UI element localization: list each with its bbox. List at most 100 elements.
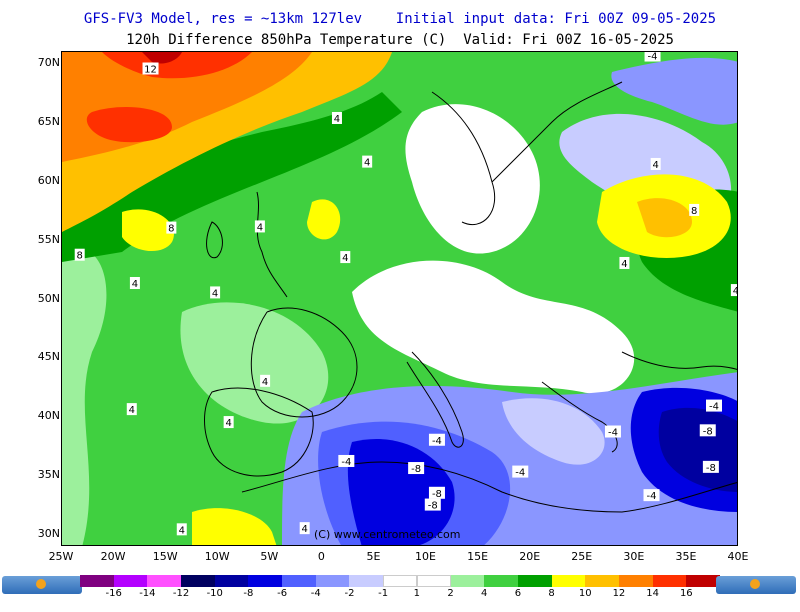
color-scale-label: -16 [105, 588, 122, 599]
color-scale-label: -14 [139, 588, 156, 599]
color-scale-box [416, 575, 451, 587]
contour-label-text: -4 [647, 491, 657, 502]
contour-label: 4 [176, 523, 187, 536]
contour-label-text: 8 [168, 224, 174, 235]
longitude-label: 20E [519, 550, 541, 563]
contour-label: -4 [512, 465, 529, 479]
color-scale-box [551, 575, 586, 587]
contour-label: 12 [142, 62, 159, 76]
contour-label: 4 [730, 284, 737, 297]
longitude-label: 25W [48, 550, 74, 563]
latitude-label: 55N [37, 232, 60, 246]
contour-label-background [428, 486, 445, 499]
contour-label-text: 4 [652, 160, 658, 171]
contour-label-text: 4 [364, 158, 370, 169]
contour-label-text: 4 [132, 279, 138, 290]
contour-label: -4 [706, 399, 723, 413]
color-scale-box [517, 575, 552, 587]
color-scale-label: 8 [548, 588, 555, 599]
cool-area [502, 398, 605, 465]
contour-label-background [260, 374, 271, 387]
latitude-label: 65N [37, 114, 60, 128]
color-scale-box [181, 575, 215, 587]
latitude-label: 45N [37, 350, 60, 364]
contour-label: -4 [644, 52, 661, 63]
logo-icon [35, 579, 46, 589]
contour-label-background [650, 157, 661, 170]
contour-label-text: -4 [648, 52, 658, 63]
longitude-label: 15E [467, 550, 489, 563]
color-scale-label: -1 [378, 588, 389, 599]
contour-label-text: 4 [225, 418, 231, 429]
contour-label-background [362, 155, 373, 168]
logo-icon [749, 579, 760, 589]
contour-label-background [619, 256, 630, 269]
contour-label-text: -4 [608, 428, 618, 439]
longitude-label: 35E [675, 550, 697, 563]
contour-label-background [340, 251, 351, 264]
contour-label: 8 [166, 221, 177, 235]
contour-label-background [142, 62, 159, 75]
contour-label-background [126, 403, 137, 416]
contour-label-background [706, 399, 723, 412]
latitude-label: 35N [37, 468, 60, 482]
latitude-label: 50N [37, 291, 60, 305]
contour-label: 4 [299, 522, 310, 535]
yellow-patch [192, 508, 277, 545]
cold-core [347, 439, 455, 545]
contour-label-text: 4 [301, 524, 307, 535]
color-scale-box [113, 575, 148, 587]
contour-label-background [424, 498, 441, 511]
contour-label: 8 [74, 248, 85, 262]
neutral-area [352, 260, 635, 394]
longitude-label: 10E [415, 550, 437, 563]
contour-label-text: -4 [341, 457, 351, 468]
contour-label-text: -8 [411, 464, 421, 475]
contour-label: 4 [650, 157, 661, 171]
color-scale-label: 6 [514, 588, 522, 599]
color-scale-label: 1 [413, 588, 421, 599]
neutral-area [405, 104, 540, 254]
latitude-label: 70N [37, 55, 60, 69]
longitude-label: 40E [727, 550, 749, 563]
contour-label-text: 4 [334, 114, 340, 125]
contour-label: 4 [260, 374, 271, 388]
contour-label: 4 [129, 277, 140, 290]
logo-text: centrometeo [720, 596, 792, 609]
contour-label-background [299, 522, 310, 535]
contour-label-text: -8 [703, 426, 713, 437]
contour-label-text: -8 [432, 489, 442, 500]
contour-label-text: 8 [691, 206, 697, 217]
color-scale-label: 16 [679, 588, 693, 599]
orange-area [637, 198, 692, 238]
temperature-difference-map[interactable]: 12 4 4 4 4 8 8 4 4 4 4 4 4 4 -4 4 8 4 4 -4 -4 -8 -4 -8 -8 -4 -4 -4-… [61, 51, 738, 546]
contour-label-background [210, 286, 221, 299]
contour-label: 4 [126, 403, 137, 416]
color-scale-label: 4 [481, 588, 488, 599]
color-scale-box [282, 575, 316, 587]
yellow-patch [122, 209, 174, 252]
contour-label-background [730, 284, 737, 297]
contour-label: -4 [338, 454, 355, 468]
color-scale-label: 10 [578, 588, 592, 599]
hot-area [86, 107, 172, 143]
longitude-label: 20W [100, 550, 126, 563]
color-scale-label: -6 [277, 588, 288, 599]
contour-label-background [643, 489, 660, 502]
contour-label-text: -4 [709, 402, 719, 413]
copyright-text: (C) www.centrometeo.com [314, 528, 461, 541]
contour-label-background [702, 460, 719, 473]
longitude-label: 25E [571, 550, 593, 563]
color-scale-box [214, 575, 249, 587]
color-scale-label: -12 [172, 588, 190, 599]
centrometeo-logo-right: centrometeo [716, 576, 796, 609]
model-title: GFS-FV3 Model, res = ~13km 127lev Initia… [83, 11, 717, 27]
latitude-label: 60N [37, 173, 60, 187]
longitude-label: 15W [152, 550, 178, 563]
contour-label: 4 [223, 416, 234, 429]
contour-label-text: 12 [144, 65, 157, 76]
contour-label-text: 4 [129, 405, 135, 416]
contour-label: -4 [428, 433, 445, 447]
contour-label-background [644, 52, 661, 62]
contour-label: 4 [362, 155, 373, 169]
